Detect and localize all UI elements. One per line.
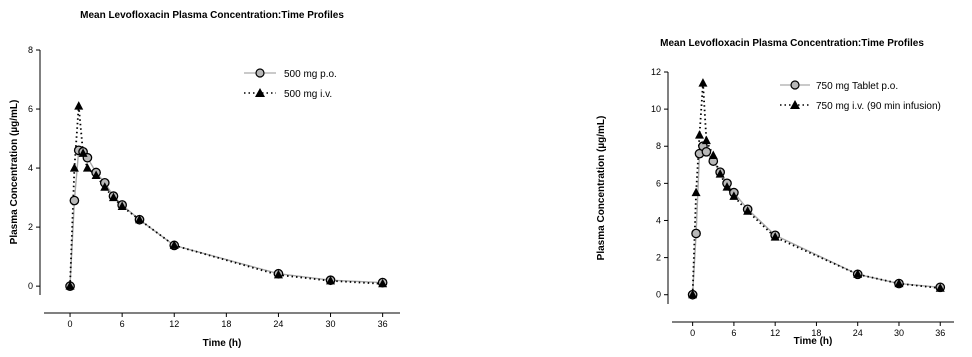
legend-marker-tablet <box>790 80 800 90</box>
data-point-triangle <box>691 187 701 197</box>
y-tick-label: 12 <box>651 67 661 77</box>
data-point-triangle <box>894 278 904 288</box>
data-point-triangle <box>701 135 711 145</box>
data-point-triangle <box>108 192 118 202</box>
chart-title: Mean Levofloxacin Plasma Concentration:T… <box>80 10 344 21</box>
y-axis-label: Plasma Concentration (µg/mL) <box>9 100 20 245</box>
x-tick-label: 30 <box>326 319 336 329</box>
y-tick-label: 4 <box>28 163 33 173</box>
data-point-circle <box>691 228 701 239</box>
data-point-triangle <box>117 201 127 210</box>
data-point-triangle <box>326 275 336 285</box>
data-point-triangle <box>378 278 388 288</box>
x-tick-label: 12 <box>770 328 780 338</box>
x-tick-label: 18 <box>811 328 821 338</box>
data-point-triangle <box>100 182 110 191</box>
legend-label-po: 500 mg p.o. <box>284 69 337 80</box>
x-axis-label: Time (h) <box>794 336 833 347</box>
y-axis-label: Plasma Concentration (µg/mL) <box>596 116 607 261</box>
data-point-triangle <box>688 289 698 299</box>
y-tick-label: 8 <box>656 141 661 151</box>
data-point-triangle <box>935 283 945 292</box>
x-tick-label: 6 <box>120 319 125 329</box>
y-tick-label: 0 <box>656 290 661 300</box>
y-tick-label: 2 <box>656 253 661 263</box>
x-tick-label: 24 <box>273 319 283 329</box>
y-tick-label: 2 <box>28 222 33 232</box>
chart-750mg: Mean Levofloxacin Plasma Concentration:T… <box>596 38 954 347</box>
y-tick-label: 0 <box>28 281 33 291</box>
x-axis-label: Time (h) <box>203 338 242 349</box>
data-point-triangle <box>853 269 863 278</box>
x-tick-label: 0 <box>68 319 73 329</box>
data-point-triangle <box>65 281 75 290</box>
data-point-triangle <box>91 170 101 179</box>
chart-title: Mean Levofloxacin Plasma Concentration:T… <box>660 38 924 49</box>
y-tick-label: 10 <box>651 104 661 114</box>
data-point-triangle <box>695 130 705 139</box>
x-tick-label: 18 <box>221 319 231 329</box>
legend-label-iv: 500 mg i.v. <box>284 89 332 100</box>
data-point-triangle <box>722 182 732 191</box>
data-point-triangle <box>698 78 708 87</box>
y-tick-label: 6 <box>28 104 33 114</box>
chart-500mg: Mean Levofloxacin Plasma Concentration:T… <box>9 10 400 349</box>
series-line-0 <box>691 144 941 295</box>
data-point-triangle <box>169 240 179 249</box>
legend-marker-po <box>255 68 265 78</box>
data-point-triangle <box>743 206 753 215</box>
x-tick-label: 30 <box>894 328 904 338</box>
data-point-triangle <box>69 163 79 172</box>
x-tick-label: 0 <box>690 328 695 338</box>
x-tick-label: 12 <box>169 319 179 329</box>
legend: 500 mg p.o. 500 mg i.v. <box>244 68 337 100</box>
y-tick-label: 4 <box>656 215 661 225</box>
legend-marker-iv <box>790 100 800 109</box>
legend-label-tablet: 750 mg Tablet p.o. <box>816 81 898 92</box>
y-tick-label: 8 <box>28 45 33 55</box>
x-tick-label: 36 <box>935 328 945 338</box>
data-point-triangle <box>135 214 145 224</box>
chart-panel-500mg: Mean Levofloxacin Plasma Concentration:T… <box>0 0 430 352</box>
legend-marker-iv <box>255 88 265 97</box>
data-point-triangle <box>78 148 88 157</box>
data-point-triangle <box>715 169 725 178</box>
data-point-triangle <box>273 269 283 279</box>
series-line-0 <box>69 149 383 287</box>
data-point-triangle <box>708 150 718 160</box>
data-point-triangle <box>770 232 780 241</box>
x-tick-label: 6 <box>731 328 736 338</box>
series-line-1 <box>69 106 383 287</box>
data-point-circle <box>69 195 80 206</box>
data-point-triangle <box>729 191 739 200</box>
chart-panel-750mg: Mean Levofloxacin Plasma Concentration:T… <box>580 0 972 352</box>
x-tick-label: 36 <box>378 319 388 329</box>
y-tick-label: 6 <box>656 178 661 188</box>
data-point-triangle <box>82 163 92 172</box>
legend: 750 mg Tablet p.o. 750 mg i.v. (90 min i… <box>780 80 941 112</box>
data-point-circle <box>701 146 712 157</box>
x-tick-label: 24 <box>853 328 863 338</box>
legend-label-iv: 750 mg i.v. (90 min infusion) <box>816 101 941 112</box>
data-point-triangle <box>74 101 84 110</box>
